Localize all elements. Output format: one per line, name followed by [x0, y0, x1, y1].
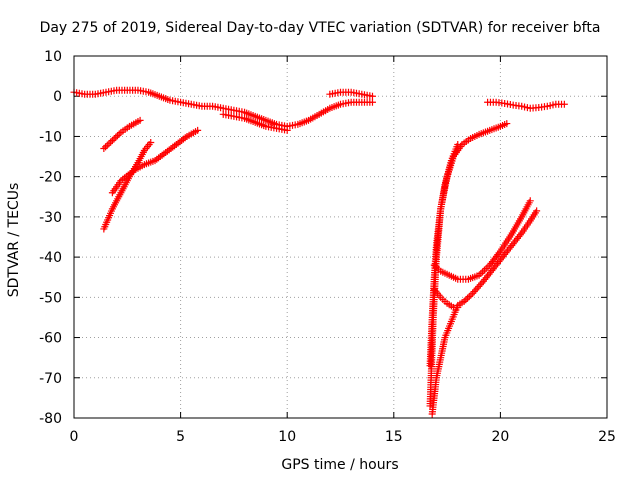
- data-point: [503, 120, 511, 128]
- series-0: [70, 86, 376, 130]
- data-point: [472, 286, 480, 294]
- y-tick-label: -30: [39, 210, 62, 226]
- chart-title: Day 275 of 2019, Sidereal Day-to-day VTE…: [39, 20, 601, 36]
- data-point: [454, 303, 462, 311]
- data-point: [454, 140, 462, 148]
- data-point: [194, 126, 202, 134]
- data-point: [103, 141, 111, 149]
- series-2: [219, 110, 291, 134]
- data-point: [147, 138, 155, 146]
- data-point: [560, 100, 568, 108]
- series-7: [426, 140, 462, 370]
- series-10: [430, 285, 462, 311]
- x-tick-label: 25: [598, 429, 616, 445]
- data-point: [105, 140, 113, 148]
- y-tick-label: -10: [39, 129, 62, 145]
- data-point: [467, 291, 475, 299]
- data-point: [136, 116, 144, 124]
- y-tick-label: -70: [39, 371, 62, 387]
- x-tick-label: 5: [176, 429, 185, 445]
- series-5: [100, 138, 155, 233]
- data-point: [107, 138, 115, 146]
- data-point: [368, 98, 376, 106]
- x-tick-label: 0: [70, 429, 79, 445]
- series-3: [100, 116, 144, 153]
- series-8: [430, 197, 534, 283]
- data-point: [465, 293, 473, 301]
- y-tick-label: -50: [39, 290, 62, 306]
- data-point: [526, 197, 534, 205]
- x-tick-label: 15: [385, 429, 403, 445]
- series-1: [326, 88, 376, 100]
- data-point: [464, 294, 472, 302]
- data-point: [480, 266, 488, 274]
- y-tick-label: -60: [39, 331, 62, 347]
- data-point: [470, 288, 478, 296]
- x-tick-label: 20: [491, 429, 509, 445]
- data-point: [102, 143, 110, 151]
- data-point: [368, 92, 376, 100]
- y-tick-label: 0: [53, 89, 62, 105]
- data-point: [113, 132, 121, 140]
- data-point: [469, 289, 477, 297]
- data-point: [473, 284, 481, 292]
- data-point: [108, 136, 116, 144]
- x-axis-label: GPS time / hours: [281, 457, 399, 473]
- y-tick-label: -40: [39, 250, 62, 266]
- axis-ticks: 0 5 10 15 20 25 10 0 -10 -20 -30 -40 -50 -60 -70 -80: [39, 49, 616, 445]
- data-point: [110, 135, 118, 143]
- series-9: [428, 207, 541, 418]
- data-point: [476, 281, 484, 289]
- data-point: [112, 133, 120, 141]
- data-point: [533, 207, 541, 215]
- y-tick-label: -80: [39, 411, 62, 427]
- data-point: [460, 297, 468, 305]
- plot-frame: [73, 55, 608, 419]
- data-point: [115, 130, 123, 138]
- x-tick-label: 10: [278, 429, 296, 445]
- data-point: [462, 296, 470, 304]
- data-point: [100, 145, 108, 153]
- grid: [74, 56, 607, 418]
- data-point: [478, 279, 486, 287]
- data-point: [475, 282, 483, 290]
- y-tick-label: 10: [44, 49, 62, 65]
- data-point: [283, 126, 291, 134]
- y-tick-label: -20: [39, 170, 62, 186]
- data-point: [479, 268, 487, 276]
- series-11: [484, 98, 568, 112]
- data-points: [70, 86, 568, 418]
